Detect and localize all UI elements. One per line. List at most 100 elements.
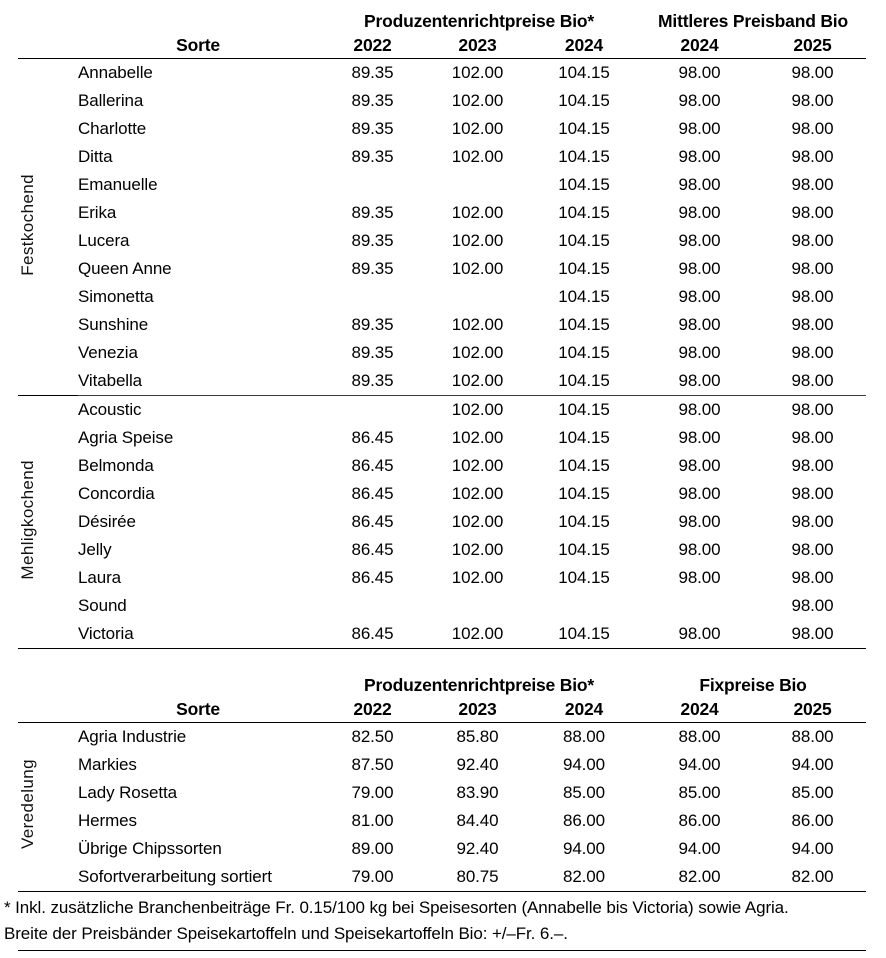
table-row: Übrige Chipssorten 89.00 92.40 94.00 94.00 94… [18,835,866,863]
price-cell [318,395,427,424]
gutter-spacer [18,696,78,723]
table-row: Charlotte 89.35 102.00 104.15 98.00 98.00 [18,115,866,143]
price-cell: 104.15 [558,203,610,222]
price-cell [318,171,427,199]
gutter-spacer [18,32,78,59]
table-row: Queen Anne 89.35 102.00 104.15 98.00 98.00 [18,255,866,283]
price-cell: 98.00 [678,568,721,587]
price-cell: 98.00 [791,147,834,166]
price-cell: 89.35 [351,63,394,82]
column-group-header-fixpreise: Fixpreise Bio [699,675,807,695]
price-cell: 89.35 [351,147,394,166]
price-cell: 104.15 [558,456,610,475]
price-cell: 98.00 [791,91,834,110]
price-cell: 98.00 [678,63,721,82]
price-cell: 98.00 [791,540,834,559]
price-cell [318,283,427,311]
variety-name: Emanuelle [78,175,158,194]
price-cell: 104.15 [558,371,610,390]
year-header: 2023 [427,696,528,723]
price-cell: 104.15 [558,568,610,587]
variety-name: Lucera [78,231,130,250]
group-gutter: Veredelung [18,722,78,892]
variety-name: Lady Rosetta [78,783,177,802]
price-cell: 102.00 [451,484,504,503]
gutter-spacer [18,670,78,696]
price-cell: 86.00 [562,811,606,830]
price-cell: 104.15 [558,63,610,82]
price-cell: 104.15 [558,287,610,306]
price-cell: 98.00 [678,287,721,306]
price-cell: 79.00 [351,783,394,802]
price-cell: 98.00 [791,175,834,194]
column-group-header-row: Produzentenrichtpreise Bio* Fixpreise Bi… [18,670,866,696]
footnote: * Inkl. zusätzliche Branchenbeiträge Fr.… [4,891,866,951]
variety-name: Sound [78,596,127,615]
price-cell: 98.00 [678,231,721,250]
price-cell: 79.00 [318,863,427,892]
price-cell: 98.00 [791,203,834,222]
price-cell: 86.45 [351,512,394,531]
price-cell: 102.00 [451,568,504,587]
price-cell: 102.00 [451,91,504,110]
price-cell: 85.80 [456,727,499,746]
gutter-spacer [18,6,78,32]
table-row: Ditta 89.35 102.00 104.15 98.00 98.00 [18,143,866,171]
variety-name: Sofortverarbeitung sortiert [78,863,318,892]
price-cell: 85.00 [562,783,606,802]
table-row: Sound 98.00 [18,592,866,620]
price-cell: 104.15 [528,620,640,649]
price-cell: 98.00 [791,428,834,447]
year-header: 2024 [640,32,759,59]
price-cell: 86.45 [351,456,394,475]
group-gutter: Festkochend [18,58,78,396]
table-row: Belmonda 86.45 102.00 104.15 98.00 98.00 [18,452,866,480]
price-cell: 85.00 [791,783,834,802]
price-cell: 98.00 [678,315,721,334]
price-cell [528,592,640,620]
price-cell: 98.00 [791,371,834,390]
price-cell: 102.00 [451,203,504,222]
variety-name: Belmonda [78,456,154,475]
price-cell: 98.00 [791,512,834,531]
variety-name: Désirée [78,512,136,531]
table-row: Erika 89.35 102.00 104.15 98.00 98.00 [18,199,866,227]
price-cell: 104.15 [558,147,610,166]
price-cell: 86.45 [351,428,394,447]
price-cell: 82.50 [351,727,394,746]
table-row: Ballerina 89.35 102.00 104.15 98.00 98.00 [18,87,866,115]
price-cell: 98.00 [678,343,721,362]
year-header: 2024 [528,32,640,59]
price-cell: 98.00 [678,91,721,110]
variety-name: Hermes [78,811,137,830]
price-cell: 98.00 [791,456,834,475]
price-cell: 98.00 [791,315,834,334]
variety-name: Queen Anne [78,259,172,278]
price-cell: 98.00 [640,395,759,424]
table-row: Agria Speise 86.45 102.00 104.15 98.00 98.00 [18,424,866,452]
column-group-header-preisband: Mittleres Preisband Bio [658,11,848,31]
table-row: Venezia 89.35 102.00 104.15 98.00 98.00 [18,339,866,367]
price-cell: 86.45 [318,620,427,649]
sorte-column-header: Sorte [78,32,318,59]
price-cell: 98.00 [791,568,834,587]
price-cell: 92.40 [456,839,499,858]
price-cell: 88.00 [562,727,606,746]
price-cell: 102.00 [451,371,504,390]
table-row: Hermes 81.00 84.40 86.00 86.00 86.00 [18,807,866,835]
price-cell: 102.00 [427,620,528,649]
price-cell: 98.00 [759,395,866,424]
price-cell: 98.00 [678,203,721,222]
price-cell: 102.00 [451,343,504,362]
group-gutter: Mehligkochend [18,395,78,649]
table-speisekartoffeln-bio: Produzentenrichtpreise Bio* Mittleres Pr… [18,6,866,649]
price-cell: 92.40 [456,755,499,774]
price-cell: 89.35 [351,259,394,278]
variety-name: Ditta [78,147,113,166]
year-header: 2022 [318,696,427,723]
variety-name: Concordia [78,484,155,503]
table-row: Lady Rosetta 79.00 83.90 85.00 85.00 85.00 [18,779,866,807]
variety-name: Jelly [78,540,112,559]
price-cell: 86.00 [791,811,834,830]
table-row: Sofortverarbeitung sortiert 79.00 80.75 82.… [18,863,867,892]
